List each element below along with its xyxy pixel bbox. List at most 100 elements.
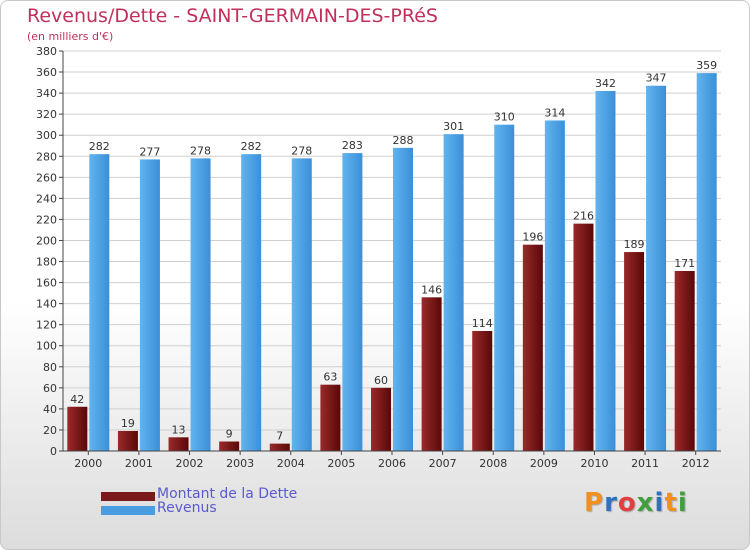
- y-tick-label: 340: [36, 87, 57, 100]
- y-tick-label: 280: [36, 150, 57, 163]
- x-tick-label: 2010: [580, 457, 608, 470]
- x-tick-label: 2011: [631, 457, 659, 470]
- legend-label-dette: Montant de la Dette: [157, 486, 298, 502]
- y-tick-label: 140: [36, 298, 57, 311]
- debt-value-label: 60: [374, 374, 388, 387]
- y-tick-label: 180: [36, 256, 57, 269]
- legend-swatch-dette: [101, 492, 155, 501]
- y-tick-label: 80: [43, 361, 57, 374]
- debt-value-label: 19: [121, 417, 135, 430]
- revenue-bar: [443, 134, 464, 451]
- y-tick-label: 200: [36, 234, 57, 247]
- debt-bar: [117, 431, 138, 451]
- revenue-value-label: 278: [291, 144, 312, 157]
- grid-layer: [63, 50, 721, 452]
- debt-value-label: 114: [472, 317, 493, 330]
- revenue-bar: [393, 147, 413, 451]
- revenue-value-label: 282: [89, 140, 110, 153]
- revenue-value-label: 288: [393, 134, 414, 147]
- y-tick-label: 20: [43, 424, 57, 437]
- revenue-value-label: 301: [443, 120, 464, 133]
- revenue-bar: [89, 154, 110, 451]
- x-tick-label: 2008: [479, 457, 507, 470]
- revenue-value-label: 314: [544, 106, 565, 119]
- revenue-bar: [241, 154, 262, 451]
- debt-value-label: 63: [323, 371, 337, 384]
- revenue-value-label: 310: [494, 111, 515, 124]
- debt-value-label: 146: [421, 283, 442, 296]
- x-tick-label: 2002: [176, 457, 204, 470]
- debt-value-label: 196: [522, 231, 543, 244]
- x-tick-label: 2003: [226, 457, 254, 470]
- debt-bar: [421, 297, 442, 451]
- revenue-bar: [544, 120, 565, 451]
- logo-letter: i: [654, 488, 665, 518]
- debt-bar: [67, 406, 88, 451]
- revenue-value-label: 359: [696, 59, 717, 72]
- y-tick-label: 40: [43, 403, 57, 416]
- chart-title: Revenus/Dette - SAINT-GERMAIN-DES-PRéS: [27, 5, 438, 27]
- debt-bar: [371, 387, 391, 451]
- y-tick-label: 60: [43, 382, 57, 395]
- y-tick-label: 240: [36, 192, 57, 205]
- debt-bar: [320, 384, 341, 451]
- x-tick-label: 2009: [530, 457, 558, 470]
- logo-letter: o: [617, 488, 637, 518]
- revenue-bar: [291, 158, 312, 452]
- debt-value-label: 216: [573, 210, 594, 223]
- revenue-bar: [595, 91, 616, 451]
- y-tick-label: 300: [36, 129, 57, 142]
- x-tick-label: 2005: [327, 457, 355, 470]
- legend-label-revenus: Revenus: [157, 500, 217, 516]
- debt-value-label: 189: [624, 238, 645, 251]
- debt-value-label: 171: [674, 257, 695, 270]
- x-tick-label: 2004: [277, 457, 305, 470]
- revenue-bar: [646, 85, 667, 451]
- revenue-value-label: 347: [646, 72, 667, 85]
- debt-bar: [674, 271, 695, 451]
- x-tick-label: 2000: [74, 457, 102, 470]
- revenue-value-label: 342: [595, 77, 616, 90]
- logo-letter: x: [636, 488, 655, 518]
- logo-letter: P: [584, 488, 605, 518]
- debt-bar: [219, 441, 240, 451]
- debt-bar: [472, 331, 493, 451]
- revenue-bar: [342, 153, 363, 451]
- bar-layer: [67, 73, 717, 452]
- y-tick-label: 0: [50, 445, 57, 458]
- x-tick-label: 2012: [682, 457, 710, 470]
- debt-bar: [269, 443, 290, 451]
- revenue-bar: [190, 158, 211, 452]
- y-tick-label: 100: [36, 340, 57, 353]
- y-tick-label: 160: [36, 277, 57, 290]
- revenue-value-label: 278: [190, 144, 211, 157]
- logo-letter: r: [604, 488, 618, 518]
- y-tick-label: 360: [36, 66, 57, 79]
- debt-bar: [573, 223, 594, 451]
- label-layer: 42 282 19 277 13 278 9 282 7 278 63 283 60 288 146 301 1…: [70, 59, 717, 443]
- debt-value-label: 13: [172, 423, 186, 436]
- debt-value-label: 42: [70, 393, 84, 406]
- chart-subtitle: (en milliers d'€): [27, 30, 114, 43]
- revenue-value-label: 283: [342, 139, 363, 152]
- revenue-value-label: 277: [139, 145, 160, 158]
- x-tick-label: 2001: [125, 457, 153, 470]
- axis-layer: 0 20 40 60 80 100 120 140 160 180 200 220 240 260 280 3…: [36, 45, 721, 470]
- debt-bar: [522, 244, 543, 451]
- legend-swatch-revenus: [101, 506, 155, 515]
- x-tick-label: 2007: [429, 457, 457, 470]
- revenue-bar: [494, 124, 515, 452]
- y-tick-label: 320: [36, 108, 57, 121]
- revenue-bar: [696, 73, 717, 452]
- debt-value-label: 7: [276, 430, 283, 443]
- y-tick-label: 120: [36, 319, 57, 332]
- y-tick-label: 260: [36, 171, 57, 184]
- y-tick-label: 380: [36, 45, 57, 58]
- debt-value-label: 9: [226, 428, 233, 441]
- logo-letter: i: [677, 488, 688, 518]
- y-tick-label: 220: [36, 213, 57, 226]
- x-tick-label: 2006: [378, 457, 406, 470]
- debt-bar: [624, 252, 645, 451]
